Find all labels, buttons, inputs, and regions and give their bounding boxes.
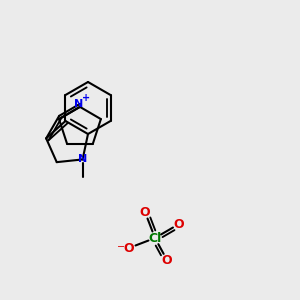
Text: +: + bbox=[82, 93, 90, 103]
Text: Cl: Cl bbox=[148, 232, 162, 244]
Text: O: O bbox=[140, 206, 150, 218]
Text: N: N bbox=[78, 154, 87, 164]
Text: N: N bbox=[74, 99, 84, 109]
Text: O: O bbox=[124, 242, 134, 254]
Text: O: O bbox=[174, 218, 184, 230]
Text: O: O bbox=[162, 254, 172, 266]
Text: −: − bbox=[117, 242, 125, 252]
